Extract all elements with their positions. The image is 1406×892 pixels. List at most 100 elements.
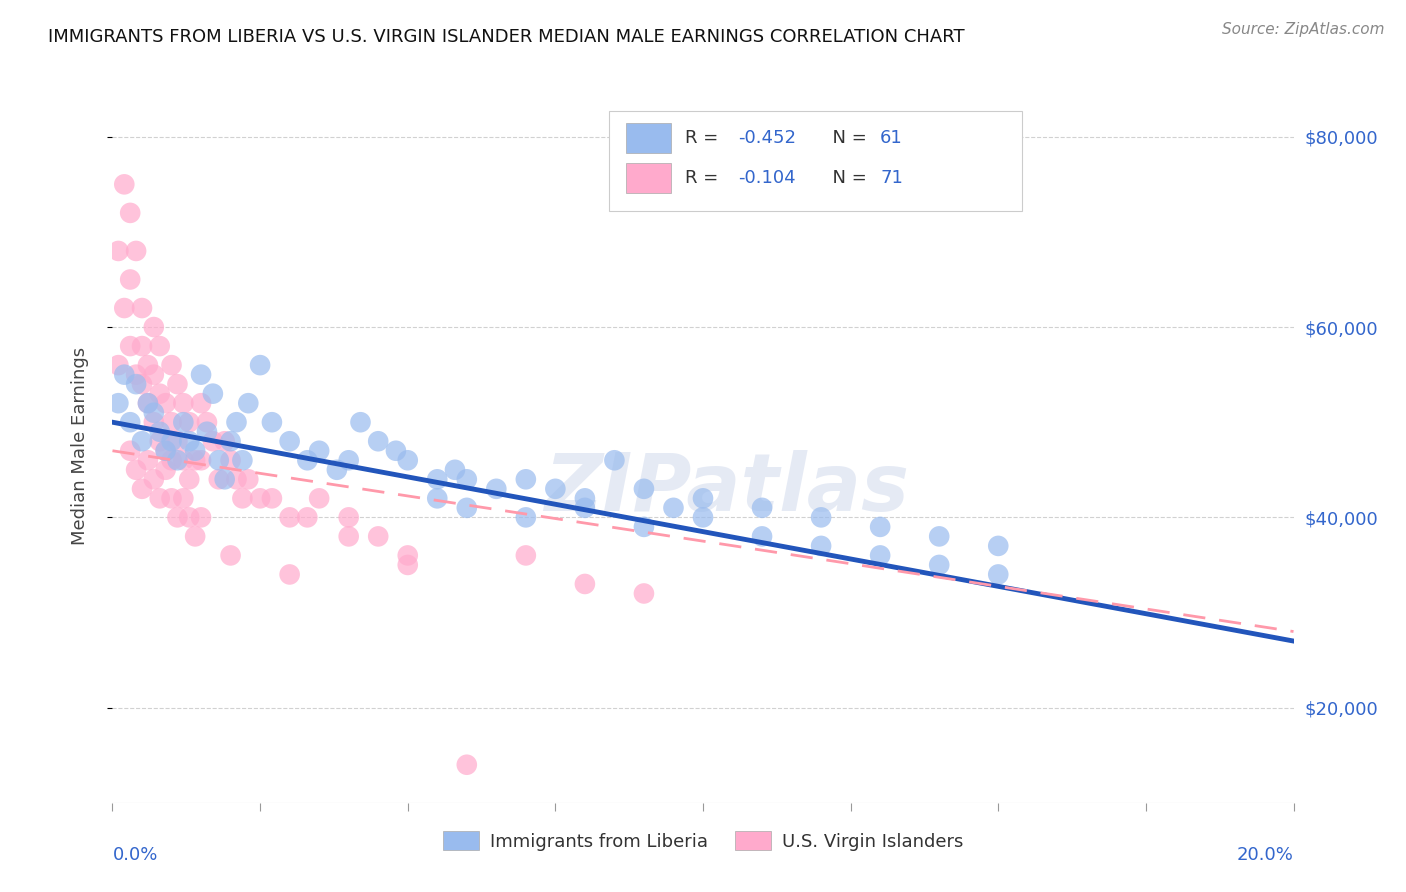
Point: [260, 415, 283, 429]
Text: R =: R =: [685, 128, 724, 146]
Point: [179, 434, 201, 449]
Point: [214, 472, 236, 486]
Point: [125, 244, 148, 258]
Point: [142, 415, 165, 429]
Text: IMMIGRANTS FROM LIBERIA VS U.S. VIRGIN ISLANDER MEDIAN MALE EARNINGS CORRELATION: IMMIGRANTS FROM LIBERIA VS U.S. VIRGIN I…: [48, 29, 965, 46]
Point: [633, 520, 655, 534]
Point: [184, 443, 207, 458]
FancyBboxPatch shape: [626, 163, 671, 194]
Point: [574, 500, 596, 515]
Point: [238, 396, 260, 410]
Point: [987, 567, 1010, 582]
Point: [125, 368, 148, 382]
Point: [308, 443, 330, 458]
Point: [308, 491, 330, 506]
Point: [172, 453, 194, 467]
Point: [810, 539, 832, 553]
Point: [142, 368, 165, 382]
Point: [231, 453, 253, 467]
Point: [219, 434, 242, 449]
Point: [297, 453, 319, 467]
Point: [396, 453, 419, 467]
Point: [112, 368, 135, 382]
Point: [120, 339, 142, 353]
Text: Source: ZipAtlas.com: Source: ZipAtlas.com: [1222, 22, 1385, 37]
Point: [149, 386, 172, 401]
Point: [751, 529, 773, 543]
Point: [485, 482, 508, 496]
Point: [426, 472, 449, 486]
Point: [160, 415, 183, 429]
Point: [179, 472, 201, 486]
Point: [125, 463, 148, 477]
Point: [195, 425, 218, 439]
Point: [456, 757, 478, 772]
Point: [155, 443, 177, 458]
Point: [574, 491, 596, 506]
Text: 61: 61: [880, 128, 903, 146]
Point: [131, 339, 153, 353]
Point: [249, 491, 271, 506]
Point: [125, 377, 148, 392]
Point: [136, 358, 159, 372]
Point: [367, 434, 389, 449]
Point: [160, 453, 183, 467]
Point: [396, 558, 419, 572]
Point: [142, 320, 165, 334]
Text: N =: N =: [821, 128, 873, 146]
Point: [987, 539, 1010, 553]
Point: [112, 178, 135, 192]
Point: [149, 425, 172, 439]
Point: [184, 453, 207, 467]
Text: N =: N =: [821, 169, 873, 187]
Point: [692, 491, 714, 506]
Point: [208, 472, 231, 486]
FancyBboxPatch shape: [609, 111, 1022, 211]
Point: [149, 339, 172, 353]
Point: [219, 549, 242, 563]
Point: [385, 443, 408, 458]
Point: [544, 482, 567, 496]
Point: [107, 358, 129, 372]
Point: [515, 549, 537, 563]
Point: [810, 510, 832, 524]
Point: [190, 396, 212, 410]
Point: [190, 368, 212, 382]
Point: [160, 491, 183, 506]
Point: [225, 415, 247, 429]
Point: [131, 434, 153, 449]
Point: [172, 396, 194, 410]
Point: [120, 443, 142, 458]
Point: [751, 500, 773, 515]
Point: [166, 434, 188, 449]
Point: [214, 434, 236, 449]
Point: [155, 443, 177, 458]
Text: 0.0%: 0.0%: [112, 846, 157, 863]
Point: [184, 529, 207, 543]
Legend: Immigrants from Liberia, U.S. Virgin Islanders: Immigrants from Liberia, U.S. Virgin Isl…: [436, 824, 970, 858]
Point: [166, 453, 188, 467]
Point: [278, 434, 301, 449]
Point: [107, 244, 129, 258]
Point: [172, 491, 194, 506]
Point: [692, 510, 714, 524]
Point: [131, 482, 153, 496]
Point: [107, 396, 129, 410]
Point: [120, 415, 142, 429]
Point: [396, 549, 419, 563]
Point: [190, 453, 212, 467]
Point: [160, 434, 183, 449]
Point: [195, 415, 218, 429]
Point: [238, 472, 260, 486]
Point: [155, 463, 177, 477]
Point: [337, 529, 360, 543]
Point: [166, 377, 188, 392]
Point: [260, 491, 283, 506]
Point: [928, 529, 950, 543]
Point: [574, 577, 596, 591]
Point: [172, 415, 194, 429]
Point: [219, 453, 242, 467]
Point: [190, 510, 212, 524]
Point: [166, 510, 188, 524]
Point: [208, 453, 231, 467]
